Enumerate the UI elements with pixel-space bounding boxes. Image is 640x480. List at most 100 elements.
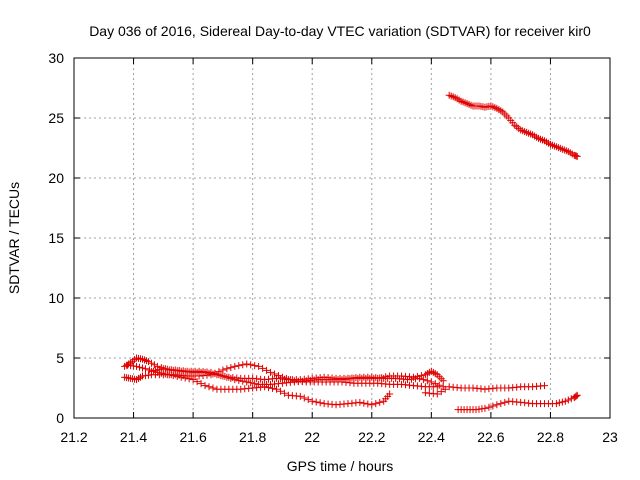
data-point xyxy=(251,380,259,388)
data-point xyxy=(150,361,158,369)
series-sat-d xyxy=(147,365,447,388)
data-point xyxy=(501,398,509,406)
data-point xyxy=(441,385,449,393)
plot-frame xyxy=(73,57,611,419)
y-tick-label: 10 xyxy=(48,290,64,306)
data-point xyxy=(485,403,493,411)
x-axis-label: GPS time / hours xyxy=(287,458,394,474)
data-point xyxy=(378,374,386,382)
x-tick-label: 22.6 xyxy=(477,429,504,445)
data-point xyxy=(413,372,421,380)
data-point xyxy=(386,390,394,398)
data-point xyxy=(209,384,217,392)
y-tick-label: 30 xyxy=(48,50,64,66)
data-point xyxy=(255,362,263,370)
data-point xyxy=(296,392,304,400)
data-points xyxy=(121,91,581,414)
series-sat-e xyxy=(421,382,548,398)
data-point xyxy=(573,152,581,160)
y-tick-label: 15 xyxy=(48,230,64,246)
data-point xyxy=(231,362,239,370)
data-point xyxy=(235,362,243,370)
data-point xyxy=(247,361,255,369)
data-point xyxy=(219,366,227,374)
x-tick-label: 21.2 xyxy=(60,429,87,445)
data-point xyxy=(165,371,173,379)
data-point xyxy=(239,361,247,369)
data-point xyxy=(372,400,380,408)
data-point xyxy=(147,359,155,367)
data-point xyxy=(227,364,235,372)
data-point xyxy=(564,396,572,404)
data-point xyxy=(147,367,155,375)
data-point xyxy=(136,363,144,371)
data-point xyxy=(409,373,417,381)
data-point xyxy=(231,376,239,384)
data-point xyxy=(173,372,181,380)
y-tick-label: 5 xyxy=(56,350,64,366)
y-tick-label: 20 xyxy=(48,170,64,186)
data-point xyxy=(552,400,560,408)
x-tick-label: 21.6 xyxy=(179,429,206,445)
data-point xyxy=(189,376,197,384)
data-point xyxy=(433,390,441,398)
data-point xyxy=(572,392,580,400)
y-axis-ticks: 0 5 10 15 20 25 30 xyxy=(48,50,610,426)
data-point xyxy=(308,397,316,405)
data-point xyxy=(573,391,581,399)
x-tick-label: 22 xyxy=(304,429,320,445)
data-point xyxy=(219,372,227,380)
series-sat-f xyxy=(454,391,581,414)
data-point xyxy=(316,399,324,407)
data-point xyxy=(439,377,447,385)
data-point xyxy=(555,399,563,407)
data-point xyxy=(540,382,548,390)
chart-title: Day 036 of 2016, Sidereal Day-to-day VTE… xyxy=(89,23,591,39)
data-point xyxy=(223,365,231,373)
y-tick-label: 0 xyxy=(56,410,64,426)
data-point xyxy=(272,385,280,393)
grid-lines xyxy=(74,58,610,418)
data-point xyxy=(207,368,215,376)
data-point xyxy=(437,388,445,396)
data-point xyxy=(280,389,288,397)
x-tick-label: 21.8 xyxy=(239,429,266,445)
data-point xyxy=(364,400,372,408)
data-point xyxy=(433,383,441,391)
data-point xyxy=(423,377,431,385)
data-point xyxy=(374,374,382,382)
data-point xyxy=(185,375,193,383)
data-point xyxy=(155,366,163,374)
data-point xyxy=(239,377,247,385)
data-point xyxy=(558,398,566,406)
x-tick-label: 21.4 xyxy=(120,429,147,445)
data-point xyxy=(271,370,279,378)
data-point xyxy=(274,372,282,380)
data-point xyxy=(278,373,286,381)
x-tick-label: 23 xyxy=(602,429,618,445)
data-point xyxy=(138,364,146,372)
data-point xyxy=(561,397,569,405)
data-point xyxy=(235,376,243,384)
data-point xyxy=(497,400,505,408)
data-point xyxy=(157,369,165,377)
data-point xyxy=(169,372,177,380)
data-point xyxy=(417,372,425,380)
data-point xyxy=(211,370,219,378)
data-point xyxy=(300,394,308,402)
data-point xyxy=(227,374,235,382)
data-point xyxy=(376,398,384,406)
data-point xyxy=(141,365,149,373)
data-point xyxy=(177,373,185,381)
data-point xyxy=(247,379,255,387)
data-point xyxy=(161,370,169,378)
data-point xyxy=(567,395,575,403)
data-point xyxy=(259,364,267,372)
x-tick-label: 22.8 xyxy=(537,429,564,445)
y-tick-label: 25 xyxy=(48,110,64,126)
data-point xyxy=(356,398,364,406)
data-point xyxy=(215,371,223,379)
data-point xyxy=(193,378,201,386)
data-point xyxy=(243,378,251,386)
